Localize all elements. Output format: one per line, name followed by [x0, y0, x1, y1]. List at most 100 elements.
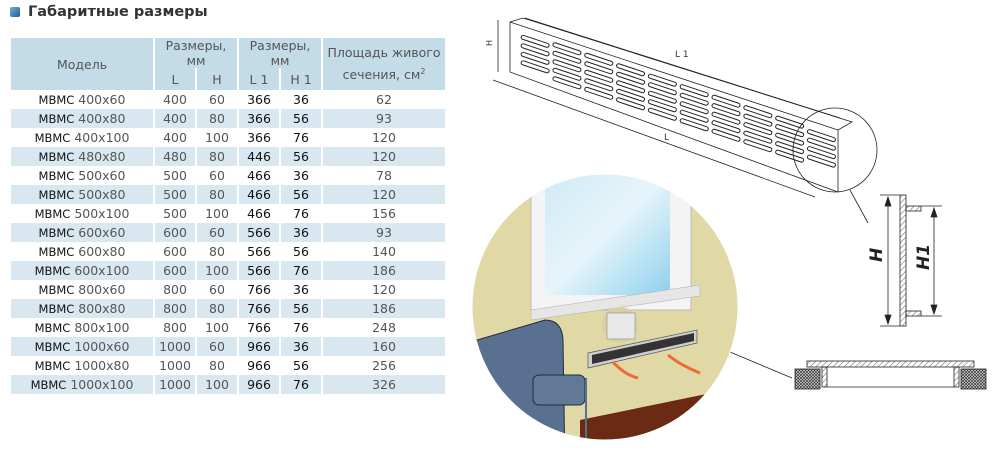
cell-model: МВМС 480x80: [11, 147, 153, 166]
cell-l: 500: [155, 185, 195, 204]
cell-h1: 36: [281, 223, 321, 242]
cell-l1: 446: [239, 147, 279, 166]
model-prefix: МВМС: [38, 226, 75, 240]
cell-h1: 56: [281, 109, 321, 128]
room-grille-slots: [592, 333, 694, 364]
header-dims-group-1: Размеры, мм: [155, 38, 237, 68]
cell-h: 100: [205, 206, 229, 221]
cell-l: 1000: [155, 375, 195, 394]
cell-h: 60: [209, 282, 225, 297]
grille-slot: [776, 125, 804, 137]
wall-right: [960, 368, 987, 390]
model-prefix: МВМС: [38, 188, 75, 202]
header-model: Модель: [11, 38, 153, 90]
cell-h: 100: [197, 261, 237, 280]
table-row: МВМС 600x80 600 80 566 56 140: [11, 242, 445, 261]
grille-slot: [680, 110, 708, 122]
cell-model: МВМС 800x60: [11, 280, 153, 299]
cell-h1: 36: [293, 282, 309, 297]
table-row: МВМС 1000x80 1000 80 966 56 256: [11, 356, 445, 375]
model-size: 400x80: [78, 111, 126, 126]
grille-slot: [617, 72, 645, 84]
cell-l: 800: [163, 282, 187, 297]
model-prefix: МВМС: [38, 112, 75, 126]
cell-l1: 366: [247, 130, 271, 145]
cell-model: МВМС 800x80: [11, 299, 153, 318]
cell-area: 256: [372, 358, 396, 373]
grille-slot: [553, 68, 581, 80]
label-H: H: [867, 248, 887, 262]
cell-area: 160: [323, 337, 445, 356]
cell-h: 80: [209, 244, 225, 259]
cell-area: 140: [372, 244, 396, 259]
grille-slot: [807, 130, 835, 142]
cell-h1: 36: [281, 337, 321, 356]
label-H1: H1: [914, 244, 934, 270]
cell-model: МВМС 500x100: [11, 204, 153, 223]
grille-drawing: [492, 17, 878, 379]
cell-model: МВМС 600x80: [11, 242, 153, 261]
cell-l: 1000: [155, 337, 195, 356]
profile-flange-bottom: [905, 310, 922, 317]
grille-slot: [521, 52, 549, 64]
room-illustration: [472, 174, 738, 440]
cell-l: 480: [155, 147, 195, 166]
detail-circle: [792, 107, 878, 193]
label-H-small: H: [485, 40, 494, 46]
cell-l: 600: [163, 244, 187, 259]
model-prefix: МВМС: [34, 359, 71, 373]
table-row: МВМС 400x80 400 80 366 56 93: [11, 109, 445, 128]
cell-h: 60: [197, 337, 237, 356]
model-size: 1000x60: [74, 339, 130, 354]
table-row: МВМС 800x60 800 60 766 36 120: [11, 280, 445, 299]
model-size: 1000x80: [74, 358, 130, 373]
model-size: 500x60: [78, 168, 126, 183]
model-prefix: МВМС: [34, 264, 71, 278]
header-area: Площадь живого сечения, см2: [323, 38, 445, 90]
cell-h: 100: [197, 375, 237, 394]
cell-area: 326: [323, 375, 445, 394]
grille-slot: [680, 93, 708, 105]
grille-slot: [712, 95, 740, 107]
table-body: МВМС 400x60 400 60 366 36 62 МВМС 400x80 400 80 3…: [11, 90, 445, 394]
cell-h1: 56: [281, 185, 321, 204]
grille-slot: [553, 43, 581, 55]
wall-left: [794, 368, 821, 390]
cell-area: 120: [323, 147, 445, 166]
model-size: 600x80: [78, 244, 126, 259]
leader-line-2: [729, 351, 793, 379]
cell-l: 500: [163, 168, 187, 183]
header-area-text: Площадь живого сечения, см: [327, 45, 441, 83]
grille-slot: [776, 116, 804, 128]
cell-l1: 566: [239, 223, 279, 242]
table-row: МВМС 500x60 500 60 466 36 78: [11, 166, 445, 185]
table-row: МВМС 800x100 800 100 766 76 248: [11, 318, 445, 337]
cell-l1: 766: [247, 282, 271, 297]
grille-slot: [776, 150, 804, 162]
cell-l1: 566: [239, 261, 279, 280]
grille-slot: [807, 155, 835, 167]
cell-l: 800: [163, 320, 187, 335]
grille-slot: [521, 35, 549, 47]
model-prefix: МВМС: [38, 93, 75, 107]
cell-l1: 766: [239, 299, 279, 318]
grille-slot: [744, 131, 772, 143]
cell-h1: 56: [281, 299, 321, 318]
header-L1: L 1: [239, 68, 279, 90]
grille-slot: [585, 87, 613, 99]
cell-l: 800: [155, 299, 195, 318]
cell-h1: 76: [293, 130, 309, 145]
model-prefix: МВМС: [38, 169, 75, 183]
cell-model: МВМС 400x80: [11, 109, 153, 128]
cell-area: 93: [323, 109, 445, 128]
profile-plate: [899, 194, 907, 327]
cell-h: 100: [205, 320, 229, 335]
grille-slot: [585, 79, 613, 91]
model-size: 480x80: [78, 149, 126, 164]
model-size: 600x60: [78, 225, 126, 240]
cell-l1: 566: [247, 244, 271, 259]
cell-area: 248: [372, 320, 396, 335]
cell-h1: 36: [293, 168, 309, 183]
cell-l: 400: [155, 109, 195, 128]
header-L: L: [155, 68, 195, 90]
